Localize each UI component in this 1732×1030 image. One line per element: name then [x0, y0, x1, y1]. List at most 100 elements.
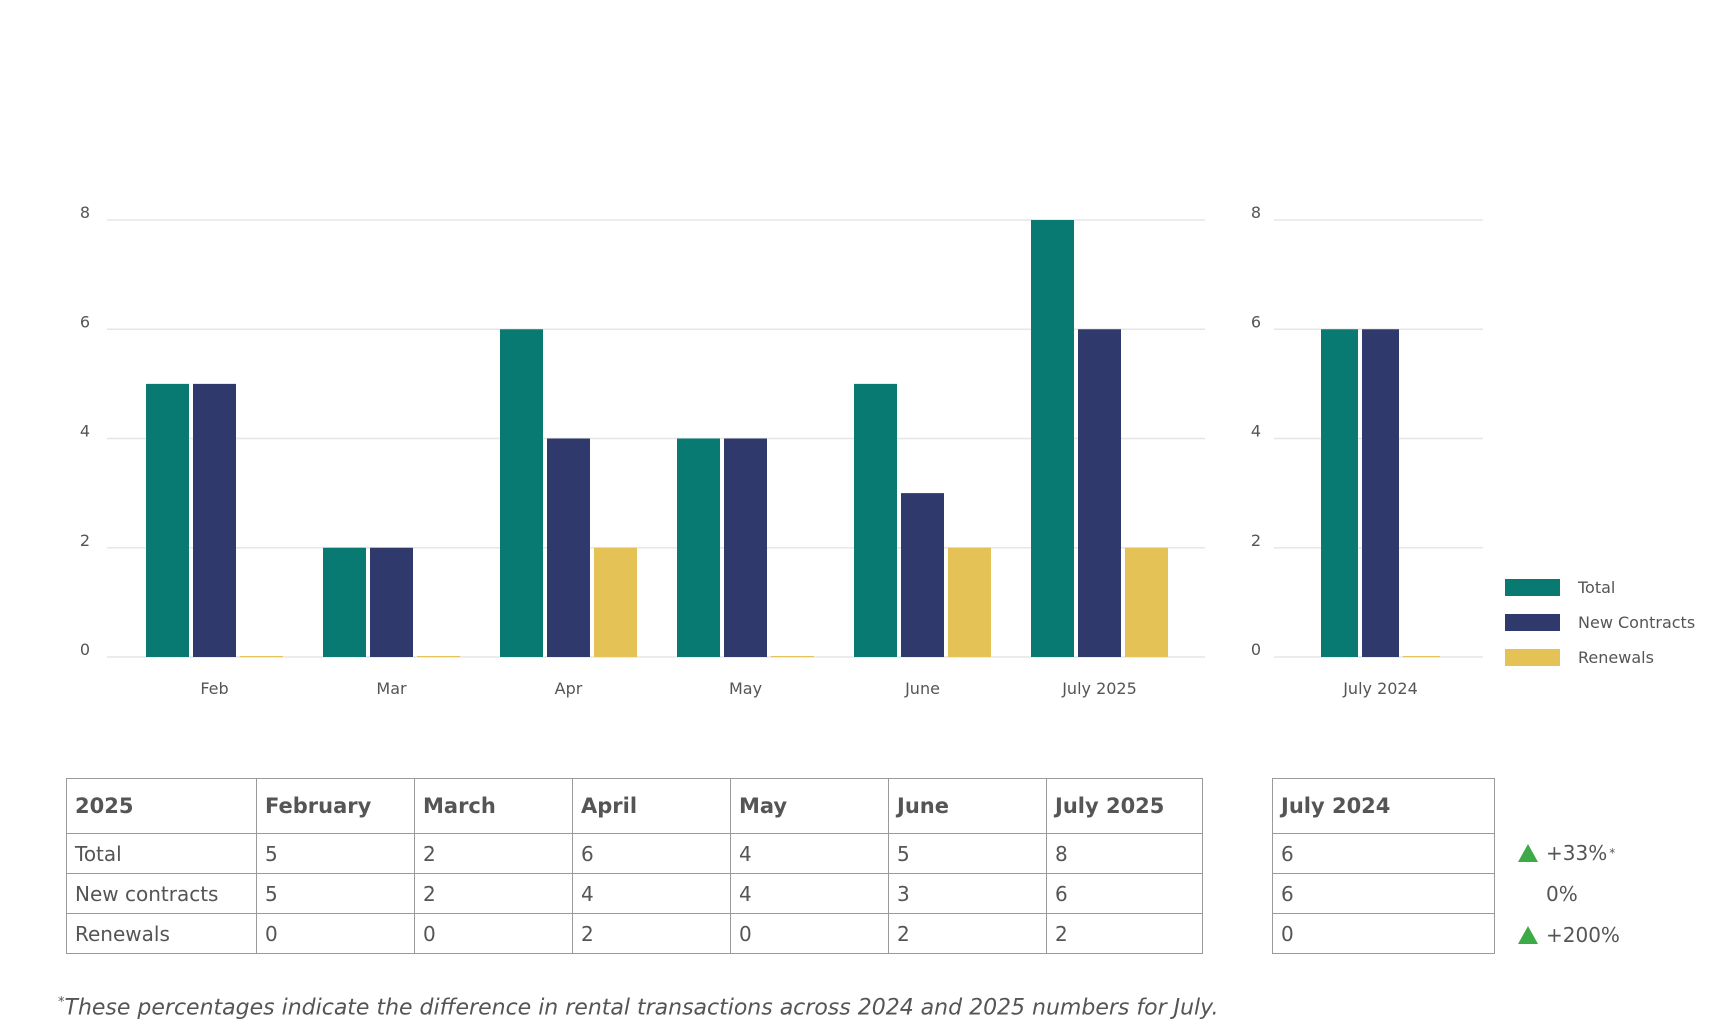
- table-header-row: 2025 February March April May June July …: [66, 778, 1203, 834]
- table-cell: 0: [414, 913, 573, 954]
- header-cell-march: March: [414, 778, 573, 834]
- legend-swatch-total: [1505, 579, 1560, 596]
- difference-renewals: +200%: [1518, 914, 1628, 955]
- bar: [370, 547, 413, 657]
- x-tick-label: June: [904, 679, 940, 698]
- table-row-renewals: Renewals 0 0 2 0 2 2: [66, 913, 1203, 954]
- bar: [854, 383, 897, 657]
- table-row-new-contracts: New contracts 5 2 4 4 3 6: [66, 873, 1203, 914]
- bar: [1078, 329, 1121, 657]
- y-tick-label: 4: [80, 422, 90, 441]
- bar: [1125, 547, 1168, 657]
- table-row-total: Total 5 2 6 4 5 8: [66, 833, 1203, 874]
- header-cell-july-2024: July 2024: [1272, 778, 1495, 834]
- difference-value: +200%: [1546, 922, 1620, 947]
- bar: [594, 547, 637, 657]
- table-cell: 6: [1046, 873, 1203, 914]
- header-cell-year: 2025: [66, 778, 257, 834]
- bar: [547, 438, 590, 657]
- x-tick-label: Mar: [376, 679, 407, 698]
- y-tick-label: 0: [1251, 640, 1261, 659]
- bar-chart: 0 2 4 6 8 Feb Mar Apr May June July 2025 0 2 4 6 8 July …: [80, 203, 1483, 698]
- table-cell: 0: [1272, 913, 1495, 954]
- legend-label-renewals: Renewals: [1578, 648, 1654, 667]
- x-tick-label: July 2025: [1061, 679, 1137, 698]
- y-tick-label: 4: [1251, 422, 1261, 441]
- legend-swatch-new-contracts: [1505, 614, 1560, 631]
- legend-item-new-contracts: New Contracts: [1505, 605, 1695, 640]
- y-tick-label: 6: [1251, 312, 1261, 331]
- bar: [1031, 220, 1074, 657]
- row-label: Total: [66, 833, 257, 874]
- table-cell: 2: [414, 833, 573, 874]
- footnote: *These percentages indicate the differen…: [58, 995, 1218, 1020]
- bar: [417, 656, 460, 657]
- bar: [1321, 329, 1358, 657]
- table-cell: 5: [888, 833, 1047, 874]
- table-cell: 3: [888, 873, 1047, 914]
- table-cell: 2: [572, 913, 731, 954]
- table-cell: 0: [730, 913, 889, 954]
- table-cell: 5: [256, 873, 415, 914]
- table-header-row: July 2024: [1272, 778, 1495, 834]
- table-cell: 6: [1272, 833, 1495, 874]
- x-tick-label: Apr: [555, 679, 583, 698]
- header-cell-february: February: [256, 778, 415, 834]
- table-row-new-contracts: 6: [1272, 873, 1495, 914]
- bar: [323, 547, 366, 657]
- up-arrow-icon: [1518, 925, 1538, 944]
- bar: [1403, 656, 1440, 657]
- y-tick-label: 2: [1251, 531, 1261, 550]
- legend-label-new-contracts: New Contracts: [1578, 613, 1696, 632]
- table-cell: 0: [256, 913, 415, 954]
- difference-value: 0%: [1546, 881, 1578, 906]
- bar: [146, 383, 189, 657]
- legend-label-total: Total: [1578, 578, 1616, 597]
- header-cell-april: April: [572, 778, 731, 834]
- legend-swatch-renewals: [1505, 649, 1560, 666]
- table-row-total: 6: [1272, 833, 1495, 874]
- difference-new-contracts: 0%: [1518, 873, 1628, 914]
- header-cell-may: May: [730, 778, 889, 834]
- table-cell: 2: [888, 913, 1047, 954]
- table-cell: 2: [1046, 913, 1203, 954]
- x-tick-label: July 2024: [1342, 679, 1418, 698]
- table-cell: 6: [1272, 873, 1495, 914]
- x-tick-label: Feb: [200, 679, 228, 698]
- footnote-asterisk: *: [58, 995, 65, 1010]
- y-tick-label: 8: [1251, 203, 1261, 222]
- table-row-renewals: 0: [1272, 913, 1495, 954]
- bar: [901, 493, 944, 657]
- difference-total: +33% *: [1518, 832, 1628, 873]
- legend-item-total: Total: [1505, 570, 1695, 605]
- up-arrow-icon: [1518, 843, 1538, 862]
- bar: [500, 329, 543, 657]
- y-tick-label: 0: [80, 640, 90, 659]
- y-tick-label: 2: [80, 531, 90, 550]
- row-label: Renewals: [66, 913, 257, 954]
- bar: [193, 383, 236, 657]
- table-cell: 2: [414, 873, 573, 914]
- bar: [240, 656, 283, 657]
- legend-item-renewals: Renewals: [1505, 640, 1695, 675]
- table-cell: 8: [1046, 833, 1203, 874]
- table-cell: 4: [572, 873, 731, 914]
- x-tick-label: May: [729, 679, 762, 698]
- difference-value: +33%: [1546, 840, 1608, 865]
- asterisk: *: [1609, 845, 1616, 860]
- chart-legend: Total New Contracts Renewals: [1505, 570, 1695, 675]
- header-cell-july-2025: July 2025: [1046, 778, 1203, 834]
- bar: [677, 438, 720, 657]
- difference-column: +33% * 0% +200%: [1518, 832, 1628, 955]
- bar: [948, 547, 991, 657]
- y-tick-label: 8: [80, 203, 90, 222]
- bar: [1362, 329, 1399, 657]
- table-cell: 6: [572, 833, 731, 874]
- table-cell: 5: [256, 833, 415, 874]
- bar: [771, 656, 814, 657]
- footnote-text: These percentages indicate the differenc…: [64, 995, 1219, 1021]
- table-cell: 4: [730, 833, 889, 874]
- table-2025: 2025 February March April May June July …: [66, 778, 1203, 954]
- header-cell-june: June: [888, 778, 1047, 834]
- bar: [724, 438, 767, 657]
